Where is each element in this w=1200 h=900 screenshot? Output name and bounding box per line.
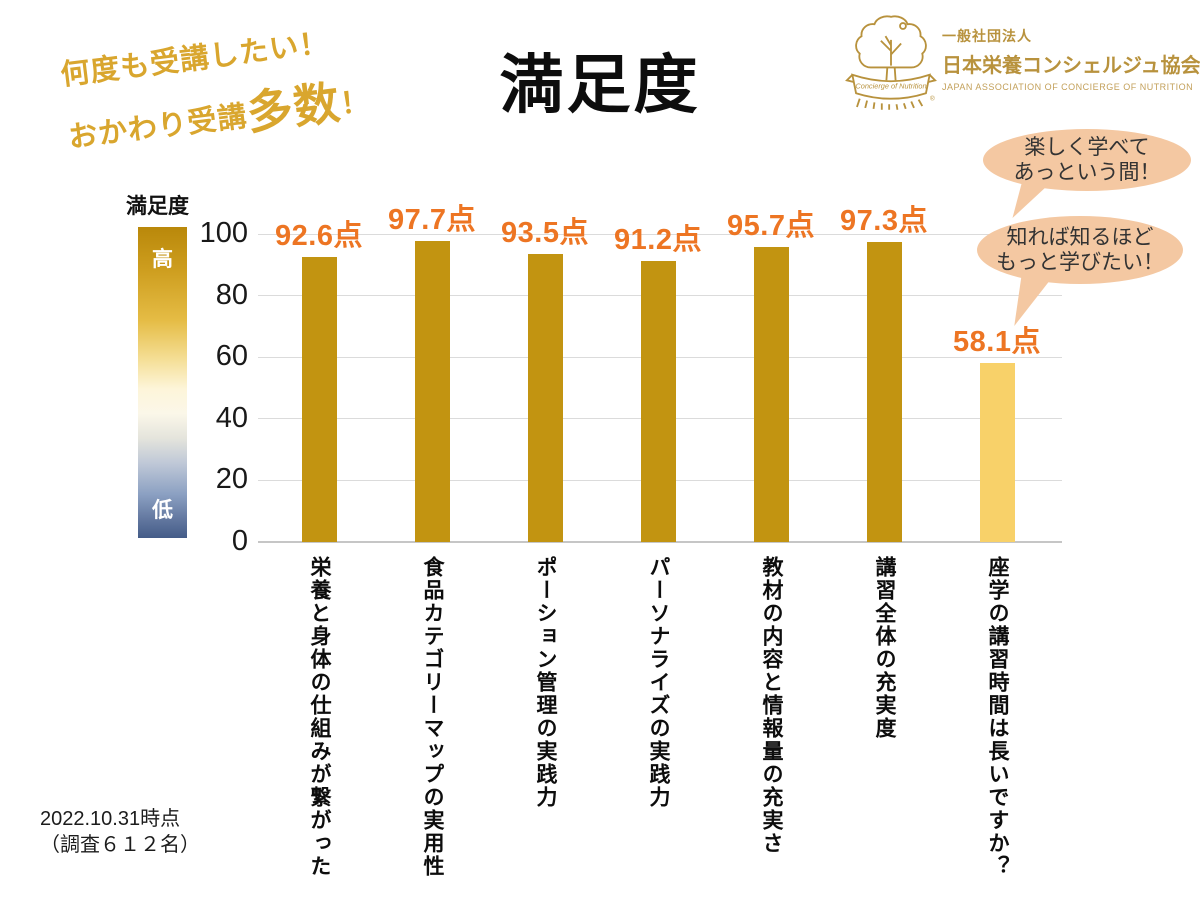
bar-2 bbox=[414, 241, 450, 542]
bar-7 bbox=[979, 363, 1015, 542]
bar-4 bbox=[640, 261, 676, 542]
bar-value-label: 91.2点 bbox=[614, 224, 702, 257]
bar-value-label: 92.6点 bbox=[275, 219, 363, 252]
org-logo-text: 一般社団法人 日本栄養コンシェルジュ協会 JAPAN ASSOCIATION O… bbox=[942, 26, 1200, 92]
footnote-date: 2022.10.31時点 bbox=[40, 808, 181, 830]
y-axis-tick-label: 60 bbox=[215, 340, 248, 373]
bar-value-label: 58.1点 bbox=[953, 326, 1041, 359]
category-label: ポーション管理の実践力 bbox=[534, 556, 557, 809]
bar-6 bbox=[866, 242, 902, 542]
bar-value-label: 93.5点 bbox=[501, 217, 589, 250]
bar-5 bbox=[753, 247, 789, 542]
bar-value-label: 97.7点 bbox=[388, 204, 476, 237]
y-axis-tick-label: 100 bbox=[199, 217, 248, 249]
gradient-high-label: 高 bbox=[152, 248, 173, 271]
speech-bubble-2: 知れば知るほど もっと学びたい！ bbox=[977, 216, 1183, 284]
legend-label: 満足度 bbox=[126, 195, 189, 218]
page-title: 満足度 bbox=[499, 49, 701, 121]
category-label: 教材の内容と情報量の充実さ bbox=[760, 556, 783, 855]
registered-mark: ® bbox=[930, 95, 935, 103]
bar-3 bbox=[527, 254, 563, 542]
category-label: 食品カテゴリーマップの実用性 bbox=[421, 556, 444, 878]
bubble-2-line2: もっと学びたい！ bbox=[996, 251, 1164, 274]
bar-1 bbox=[301, 256, 337, 542]
gridline-0 bbox=[258, 541, 1062, 543]
org-type: 一般社団法人 bbox=[942, 28, 1032, 44]
bubble-2-line1: 知れば知るほど bbox=[1006, 226, 1154, 249]
y-axis-tick-label: 20 bbox=[215, 463, 248, 496]
y-axis-tick-label: 0 bbox=[231, 525, 248, 557]
footnote: 2022.10.31時点 （調査６１２名） bbox=[40, 806, 200, 858]
tree-logo-icon: Concierge of Nutrition ® bbox=[845, 15, 937, 110]
gradient-low-label: 低 bbox=[152, 499, 173, 522]
y-axis-tick-label: 40 bbox=[215, 401, 248, 434]
footnote-sample: （調査６１２名） bbox=[40, 834, 200, 856]
bubble-1-line1: 楽しく学べて bbox=[1024, 136, 1150, 159]
org-logo: Concierge of Nutrition ® 一般社団法人 日本栄養コンシェ… bbox=[845, 10, 1200, 110]
category-label: 座学の講習時間は長いですか？ bbox=[986, 556, 1009, 878]
gradient-scale: 高 低 bbox=[138, 227, 187, 538]
gridline-100 bbox=[258, 233, 1062, 235]
ribbon-text: Concierge of Nutrition bbox=[855, 82, 926, 91]
category-label: パーソナライズの実践力 bbox=[647, 556, 670, 809]
org-name-en: JAPAN ASSOCIATION OF CONCIERGE OF NUTRIT… bbox=[942, 82, 1194, 92]
y-axis-tick-label: 80 bbox=[215, 278, 248, 311]
bar-value-label: 97.3点 bbox=[840, 205, 928, 238]
bubble-1-line2: あっという間！ bbox=[1013, 161, 1161, 184]
category-label: 講習全体の充実度 bbox=[873, 556, 896, 740]
bar-value-label: 95.7点 bbox=[727, 210, 815, 243]
org-name: 日本栄養コンシェルジュ協会 bbox=[942, 55, 1200, 77]
category-label: 栄養と身体の仕組みが繋がった bbox=[308, 556, 331, 878]
speech-bubble-1: 楽しく学べて あっという間！ bbox=[983, 129, 1191, 191]
